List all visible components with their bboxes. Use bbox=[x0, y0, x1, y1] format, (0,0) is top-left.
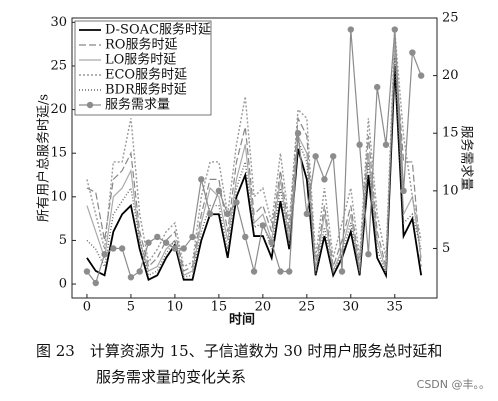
y-tick-label: 5 bbox=[59, 233, 67, 248]
x-tick-label: 35 bbox=[387, 300, 404, 315]
x-tick-label: 10 bbox=[167, 300, 184, 315]
series-marker bbox=[198, 176, 205, 183]
series-marker bbox=[180, 245, 187, 252]
caption-line: 图 23 计算资源为 15、子信道数为 30 时用户服务总时延和 bbox=[36, 342, 442, 360]
series-marker bbox=[250, 268, 258, 275]
series-marker bbox=[303, 210, 311, 218]
y-tick-label: 0 bbox=[59, 277, 67, 292]
series-marker bbox=[242, 233, 249, 241]
series-line bbox=[86, 48, 422, 272]
x-axis-label: 时间 bbox=[229, 312, 255, 328]
legend-label: LO服务时延 bbox=[105, 52, 176, 68]
series-marker bbox=[171, 245, 179, 252]
y2-axis-label: 服务需求量 bbox=[459, 125, 475, 190]
series-marker bbox=[136, 268, 143, 275]
series-marker bbox=[127, 274, 135, 281]
legend-box bbox=[74, 20, 212, 116]
series-marker bbox=[409, 49, 416, 56]
series-marker bbox=[400, 187, 407, 195]
series-marker bbox=[365, 251, 372, 258]
plot-frame bbox=[71, 17, 438, 299]
series-marker bbox=[118, 245, 126, 252]
series-marker bbox=[338, 268, 346, 275]
series-marker bbox=[162, 239, 170, 246]
series-marker bbox=[233, 199, 240, 206]
series-marker bbox=[259, 222, 267, 229]
legend-marker bbox=[86, 101, 94, 109]
series-marker bbox=[215, 187, 223, 195]
y2-tick-label: 15 bbox=[442, 126, 459, 141]
y-axis-label: 所有用户总服务时延/s bbox=[36, 94, 52, 222]
x-tick-label: 30 bbox=[343, 300, 360, 315]
y-tick-label: 15 bbox=[50, 146, 67, 161]
legend-label: 服务需求量 bbox=[105, 97, 170, 113]
series-marker bbox=[154, 233, 161, 241]
series-marker bbox=[224, 210, 231, 218]
y-tick-label: 25 bbox=[50, 58, 67, 73]
x-tick-label: 25 bbox=[299, 300, 316, 315]
series-marker bbox=[145, 239, 152, 246]
legend-label: RO服务时延 bbox=[105, 37, 177, 53]
series-marker bbox=[312, 153, 319, 160]
legend-label: ECO服务时延 bbox=[105, 67, 187, 83]
x-tick-label: 20 bbox=[255, 300, 272, 315]
series-marker bbox=[373, 83, 381, 91]
series-marker bbox=[294, 130, 302, 137]
caption-line: 服务需求量的变化关系 bbox=[96, 368, 246, 386]
watermark: CSDN @丰。。 bbox=[417, 378, 490, 391]
legend-label: D-SOAC服务时延 bbox=[105, 22, 211, 38]
y-tick-label: 20 bbox=[50, 102, 67, 117]
legend-label: BDR服务时延 bbox=[105, 82, 187, 98]
series-marker bbox=[330, 153, 337, 160]
y2-tick-label: 20 bbox=[442, 68, 459, 83]
y-tick-label: 10 bbox=[50, 189, 67, 204]
series-marker bbox=[286, 268, 293, 275]
y2-tick-label: 5 bbox=[442, 241, 450, 256]
series-marker bbox=[92, 279, 99, 287]
x-tick-label: 15 bbox=[211, 300, 228, 315]
x-tick-label: 5 bbox=[127, 300, 135, 315]
series-marker bbox=[356, 141, 363, 148]
series-marker bbox=[382, 141, 390, 148]
series-marker bbox=[189, 233, 196, 241]
series-marker bbox=[268, 239, 275, 246]
series-marker bbox=[110, 245, 117, 252]
series-marker bbox=[391, 26, 398, 33]
y2-tick-label: 10 bbox=[442, 183, 459, 198]
series-marker bbox=[101, 251, 108, 258]
y-tick-label: 30 bbox=[50, 15, 67, 30]
series-line bbox=[86, 65, 423, 281]
series-line bbox=[86, 31, 422, 268]
series-marker bbox=[206, 210, 214, 218]
series-line bbox=[86, 57, 422, 278]
y2-tick-label: 25 bbox=[442, 11, 459, 26]
series-marker bbox=[277, 268, 284, 275]
series-marker bbox=[321, 176, 328, 183]
x-tick-label: 0 bbox=[83, 300, 91, 315]
series-marker bbox=[83, 268, 91, 275]
series-marker bbox=[417, 72, 425, 79]
series-marker bbox=[347, 26, 355, 33]
